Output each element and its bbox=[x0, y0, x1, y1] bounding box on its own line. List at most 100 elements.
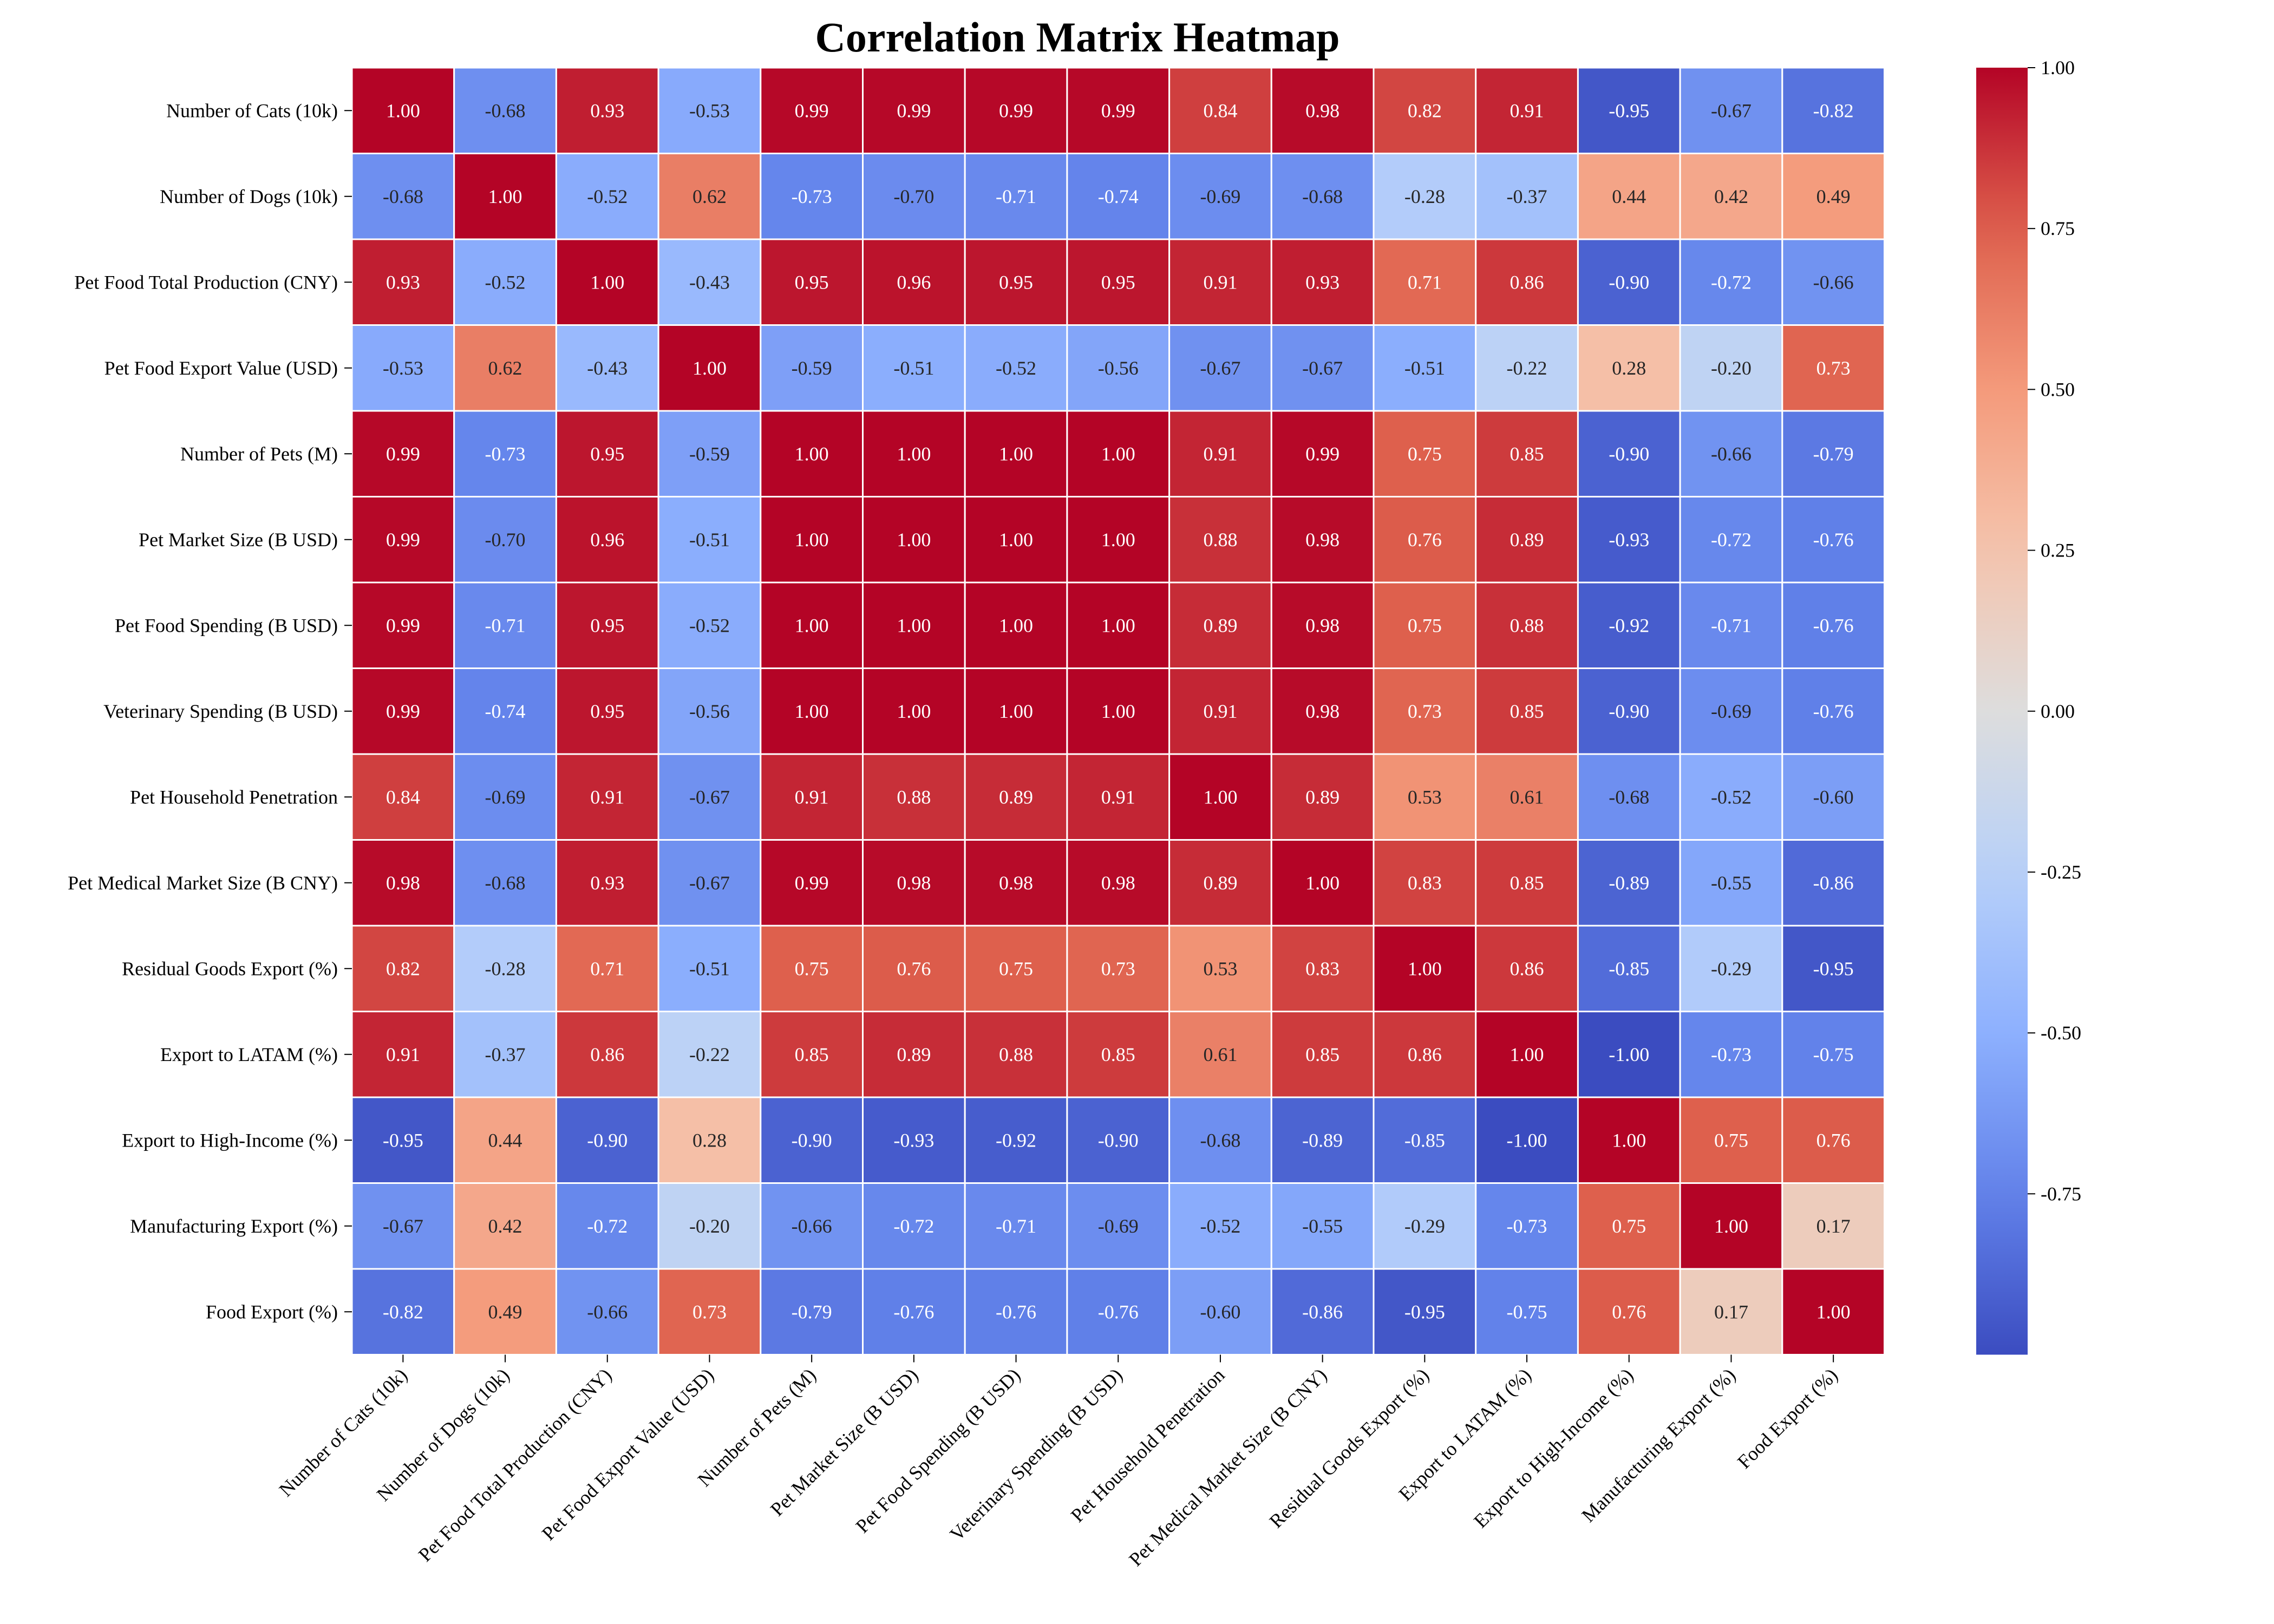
cell-value-label: 0.85 bbox=[795, 1044, 829, 1065]
heatmap-cell bbox=[1781, 925, 1886, 1012]
cell-value-label: -0.69 bbox=[1711, 700, 1752, 722]
heatmap-cell bbox=[964, 753, 1068, 841]
cell-value-label: 1.00 bbox=[795, 529, 829, 551]
cell-value-label: -0.67 bbox=[1200, 357, 1240, 379]
heatmap-cells: 1.00 -0.68 0.93 -0.53 0.99 0.99 0.99 0.99 0.84 0.… bbox=[351, 67, 1886, 1355]
cell-value-label: 0.73 bbox=[1101, 958, 1135, 979]
cell-value-label: 1.00 bbox=[386, 100, 420, 121]
heatmap-cell bbox=[1781, 410, 1886, 497]
cell-value-label: -0.59 bbox=[689, 443, 730, 464]
cell-value-label: 0.91 bbox=[1203, 271, 1237, 293]
heatmap-cell bbox=[555, 153, 659, 240]
cell-value-label: -0.93 bbox=[1609, 529, 1649, 551]
heatmap-cell bbox=[1679, 753, 1783, 841]
heatmap-cell bbox=[657, 925, 762, 1012]
heatmap-cell bbox=[1781, 1268, 1886, 1355]
chart-title: Correlation Matrix Heatmap bbox=[815, 14, 1340, 61]
cell-value-label: 0.44 bbox=[1612, 186, 1646, 207]
cell-value-label: 0.93 bbox=[386, 271, 420, 293]
heatmap-cell bbox=[1781, 581, 1886, 669]
cell-value-label: 0.95 bbox=[999, 271, 1033, 293]
heatmap-cell bbox=[862, 496, 966, 584]
cell-value-label: 1.00 bbox=[1101, 443, 1135, 464]
cell-value-label: -0.95 bbox=[383, 1129, 423, 1151]
cell-value-label: 0.49 bbox=[1816, 186, 1851, 207]
cell-value-label: 0.85 bbox=[1101, 1044, 1135, 1065]
cell-value-label: 0.91 bbox=[1203, 443, 1237, 464]
cell-value-label: 1.00 bbox=[1510, 1044, 1544, 1065]
heatmap-cell bbox=[862, 410, 966, 497]
heatmap-cell bbox=[760, 153, 864, 240]
cell-value-label: -0.22 bbox=[689, 1044, 730, 1065]
cell-value-label: -0.69 bbox=[1200, 186, 1240, 207]
heatmap-cell bbox=[1577, 1096, 1681, 1184]
heatmap-cell bbox=[453, 496, 557, 584]
heatmap-cell bbox=[1066, 753, 1171, 841]
y-tick-label: Veterinary Spending (B USD) bbox=[103, 700, 338, 722]
cell-value-label: 0.42 bbox=[488, 1215, 522, 1237]
heatmap-cell bbox=[862, 925, 966, 1012]
heatmap-cell bbox=[1168, 238, 1272, 326]
heatmap-cell bbox=[555, 324, 659, 412]
cell-value-label: 0.86 bbox=[590, 1044, 624, 1065]
heatmap-cell bbox=[964, 496, 1068, 584]
y-tick-label: Pet Food Spending (B USD) bbox=[115, 614, 338, 636]
cell-value-label: -0.82 bbox=[1813, 100, 1854, 121]
y-tick-label: Number of Dogs (10k) bbox=[160, 186, 338, 207]
heatmap-cell bbox=[1781, 753, 1886, 841]
heatmap-cell bbox=[1373, 1011, 1477, 1098]
y-tick-label: Manufacturing Export (%) bbox=[130, 1215, 338, 1237]
heatmap-cell bbox=[1679, 324, 1783, 412]
heatmap-cell bbox=[862, 581, 966, 669]
cell-value-label: 1.00 bbox=[1612, 1129, 1646, 1151]
cell-value-label: -0.68 bbox=[485, 100, 526, 121]
heatmap-cell bbox=[1270, 667, 1375, 755]
cell-value-label: -0.79 bbox=[792, 1301, 832, 1322]
cell-value-label: -0.56 bbox=[689, 700, 730, 722]
cell-value-label: 0.91 bbox=[1203, 700, 1237, 722]
cell-value-label: -1.00 bbox=[1507, 1129, 1547, 1151]
heatmap-cell bbox=[1577, 839, 1681, 927]
cell-value-label: 0.93 bbox=[590, 100, 624, 121]
heatmap-cell bbox=[1577, 238, 1681, 326]
cell-value-label: -0.67 bbox=[689, 786, 730, 808]
cell-value-label: 0.99 bbox=[386, 614, 420, 636]
cell-value-label: -0.76 bbox=[1813, 700, 1854, 722]
cell-value-label: -0.20 bbox=[1711, 357, 1752, 379]
cell-value-label: -0.55 bbox=[1302, 1215, 1343, 1237]
cell-value-label: 1.00 bbox=[795, 614, 829, 636]
colorbar-tick-label: -0.25 bbox=[2041, 861, 2081, 883]
cell-value-label: -0.68 bbox=[1609, 786, 1649, 808]
x-tick-label: Pet Food Export Value (USD) bbox=[538, 1364, 718, 1544]
cell-value-label: -0.53 bbox=[689, 100, 730, 121]
heatmap-cell bbox=[453, 153, 557, 240]
cell-value-label: -0.55 bbox=[1711, 872, 1752, 894]
cell-value-label: -0.95 bbox=[1609, 100, 1649, 121]
cell-value-label: -0.66 bbox=[1711, 443, 1752, 464]
cell-value-label: -0.79 bbox=[1813, 443, 1854, 464]
heatmap-cell bbox=[1679, 925, 1783, 1012]
cell-value-label: -0.66 bbox=[792, 1215, 832, 1237]
cell-value-label: -0.37 bbox=[1507, 186, 1547, 207]
colorbar-tick-label: 0.25 bbox=[2041, 540, 2075, 561]
heatmap-cell bbox=[657, 153, 762, 240]
cell-value-label: -0.52 bbox=[485, 271, 526, 293]
cell-value-label: -0.67 bbox=[1711, 100, 1752, 121]
x-tick-label: Pet Food Total Production (CNY) bbox=[414, 1364, 616, 1566]
cell-value-label: 1.00 bbox=[692, 357, 727, 379]
heatmap-cell bbox=[964, 581, 1068, 669]
cell-value-label: -0.75 bbox=[1813, 1044, 1854, 1065]
heatmap-cell bbox=[964, 1268, 1068, 1355]
heatmap-cell bbox=[1066, 667, 1171, 755]
cell-value-label: 1.00 bbox=[999, 700, 1033, 722]
heatmap-cell bbox=[351, 581, 455, 669]
cell-value-label: 0.28 bbox=[1612, 357, 1646, 379]
heatmap-cell bbox=[1475, 753, 1579, 841]
heatmap-cell bbox=[555, 496, 659, 584]
cell-value-label: 1.00 bbox=[897, 529, 931, 551]
heatmap-cell bbox=[1679, 1011, 1783, 1098]
heatmap-cell bbox=[1373, 753, 1477, 841]
heatmap-cell bbox=[1168, 496, 1272, 584]
cell-value-label: 0.98 bbox=[1305, 700, 1339, 722]
